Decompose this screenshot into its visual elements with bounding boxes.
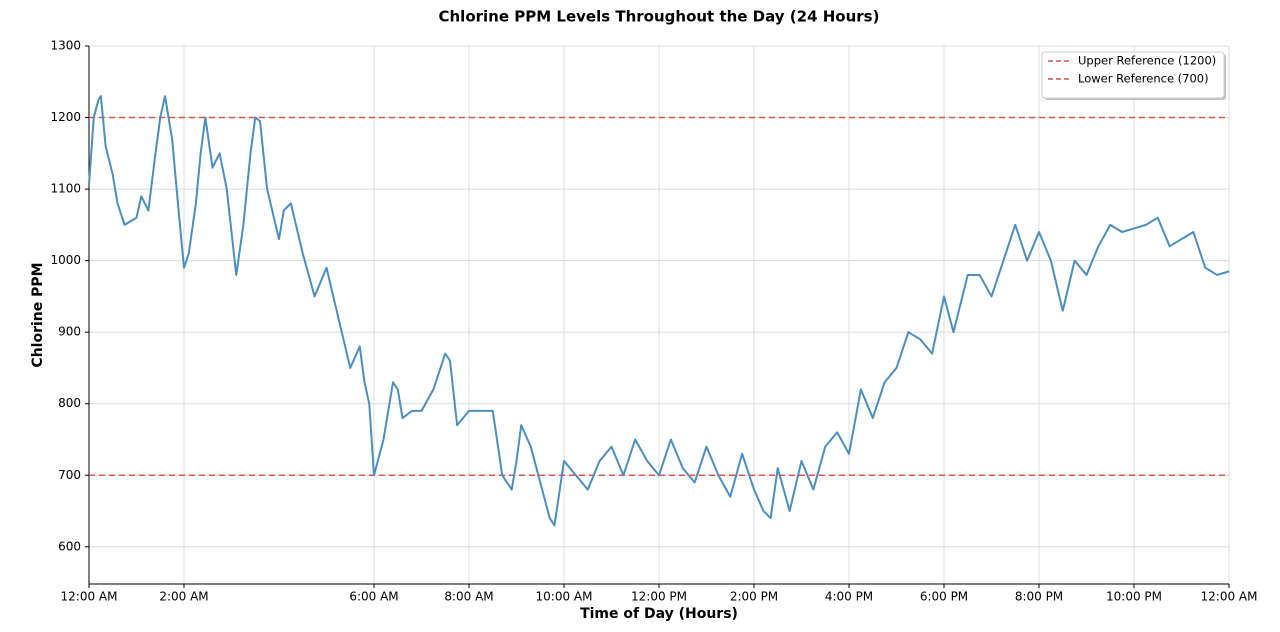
- x-tick-label: 6:00 AM: [349, 590, 398, 604]
- y-tick-label: 800: [58, 396, 81, 410]
- y-tick-label: 1000: [50, 253, 81, 267]
- x-tick-label: 12:00 PM: [631, 590, 687, 604]
- data-line: [88, 95, 1230, 527]
- y-tick-label: 600: [58, 539, 81, 553]
- legend-box: [1041, 51, 1225, 99]
- x-tick-label: 8:00 PM: [1015, 590, 1063, 604]
- legend-label: Upper Reference (1200): [1078, 54, 1216, 68]
- x-tick-label: 2:00 AM: [159, 590, 208, 604]
- y-axis-label: Chlorine PPM: [30, 262, 46, 367]
- y-tick-label: 1300: [50, 39, 81, 53]
- x-tick-label: 10:00 AM: [536, 590, 593, 604]
- x-tick-label: 2:00 PM: [730, 590, 778, 604]
- x-tick-label: 8:00 AM: [444, 590, 493, 604]
- x-tick-label: 4:00 PM: [825, 590, 873, 604]
- x-axis-label: Time of Day (Hours): [580, 606, 738, 622]
- x-tick-label: 12:00 AM: [1201, 590, 1258, 604]
- x-tick-label: 10:00 PM: [1106, 590, 1162, 604]
- y-tick-label: 700: [58, 468, 81, 482]
- x-tick-label: 12:00 AM: [61, 590, 118, 604]
- legend-label: Lower Reference (700): [1078, 72, 1209, 86]
- chart-title: Chlorine PPM Levels Throughout the Day (…: [439, 8, 880, 26]
- y-tick-label: 1100: [50, 182, 81, 196]
- y-tick-label: 1200: [50, 110, 81, 124]
- x-tick-label: 6:00 PM: [920, 590, 968, 604]
- y-tick-label: 900: [58, 325, 81, 339]
